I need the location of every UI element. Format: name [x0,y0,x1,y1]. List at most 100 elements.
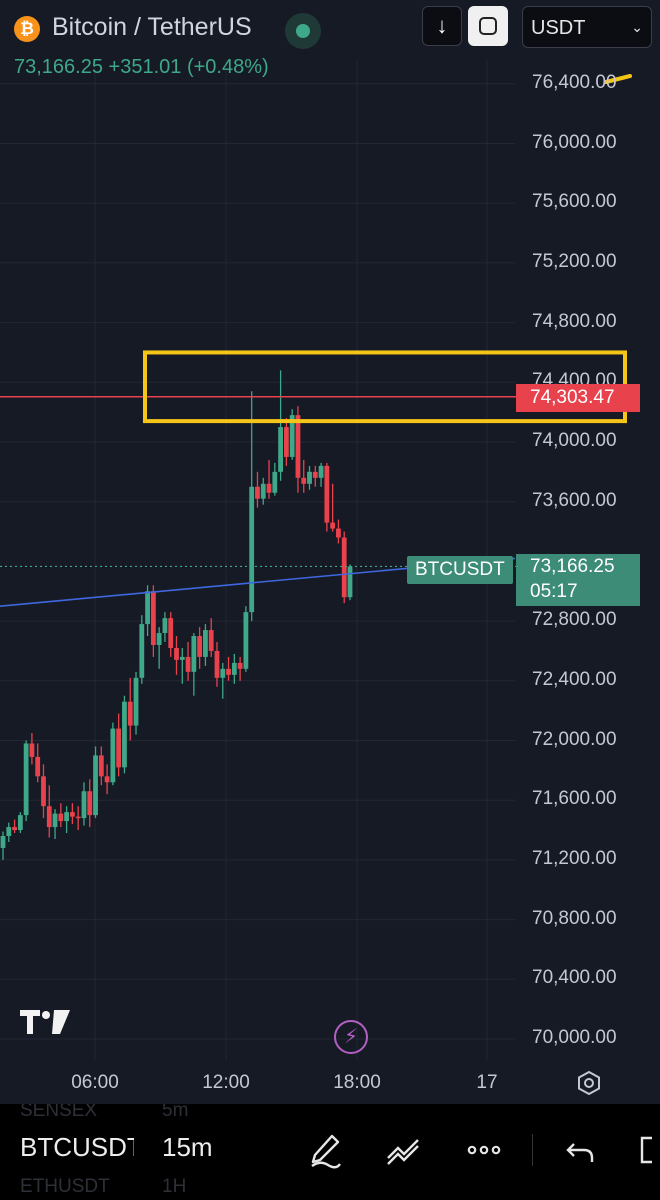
tradingview-logo-icon[interactable] [18,1006,74,1036]
price-summary: 73,166.25 +351.01 (+0.48%) [14,56,269,79]
candle-body [197,636,203,657]
undo-icon[interactable] [562,1130,602,1170]
fullscreen-button[interactable] [468,6,508,46]
candle-body [75,816,81,819]
price-tick-label: 71,200.00 [532,847,617,869]
time-tick-label: 06:00 [71,1072,119,1093]
candle-body [231,662,237,675]
ghost-symbol-top: SENSEX [20,1104,98,1121]
price-tick-label: 70,800.00 [532,907,617,929]
price-tick-label: 73,600.00 [532,489,617,511]
candle-body [145,591,150,625]
candle-body [162,618,168,634]
candle-body [295,415,301,478]
candle-body [272,471,278,493]
yellow-annotation-mark [604,74,632,84]
candle-body [104,776,110,783]
candle-body [318,465,324,478]
candle-body [307,471,312,484]
price-chart[interactable] [0,0,660,1104]
price-tick-label: 72,000.00 [532,728,617,750]
toolbar-divider [532,1134,533,1166]
ghost-interval-top: 5m [162,1104,189,1121]
ghost-interval-bottom: 1H [162,1176,187,1197]
price-change-percent: (+0.48%) [186,56,269,78]
time-tick-label: 12:00 [202,1072,250,1093]
frame-icon [479,17,497,35]
current-price-tag: 73,166.25 05:17 [516,554,640,606]
candle-body [174,647,179,660]
candle-body [168,618,174,648]
candle-body [289,415,295,457]
symbol-title[interactable]: Bitcoin / TetherUS [52,13,252,41]
price-tick-label: 74,000.00 [532,430,617,451]
resistance-price-tag: 74,303.47 [516,384,640,412]
candle-body [226,668,231,675]
candle-body [330,522,336,529]
currency-select[interactable]: USDT ⌄ [522,6,652,48]
bitcoin-icon: ₿ [14,16,40,42]
candle-body [150,591,156,645]
time-tick-label: 18:00 [333,1072,381,1093]
candle-body [179,656,185,660]
price-tick-label: 76,400.00 [532,71,617,93]
candle-body [133,677,139,726]
candle-body [41,776,46,807]
candle-body [52,813,58,828]
current-price-value: 73,166.25 [530,556,615,577]
candle-series [0,370,353,860]
candle-body [237,662,243,669]
chevron-down-icon: ⌄ [631,19,643,35]
candle-body [191,636,197,672]
candle-body [203,630,208,657]
candle-body [29,743,35,757]
candle-body [283,427,289,457]
candle-body [208,630,214,651]
indicators-icon[interactable] [384,1130,424,1170]
interval-picker[interactable]: 15m [162,1132,213,1162]
candle-body [249,486,255,613]
last-price: 73,166.25 [14,56,103,78]
draw-pen-icon[interactable] [306,1130,346,1170]
candle-body [0,836,6,848]
candle-body [220,668,226,678]
time-tick-label: 17 [476,1072,498,1093]
candle-body [278,427,283,472]
fullscreen-corner-icon[interactable] [632,1130,660,1170]
more-options-icon[interactable] [464,1130,504,1170]
candle-body [116,728,122,768]
currency-value: USDT [531,17,586,39]
candle-body [122,701,127,768]
symbol-label-tag: BTCUSDT [407,556,513,584]
symbol-picker[interactable]: BTCUSDT [20,1132,134,1162]
candle-body [312,471,318,478]
bottom-toolbar: SENSEX 5m BTCUSDT 15m ETHUSDT 1H [0,1104,660,1200]
settings-hexagon-icon[interactable] [576,1070,602,1096]
candle-body [17,815,23,831]
candle-body [23,743,29,816]
candle-body [46,806,52,828]
bar-countdown: 05:17 [530,581,578,602]
candle-body [336,528,341,538]
candle-body [6,827,12,837]
candle-body [58,813,64,822]
candle-body [266,483,272,493]
candle-body [127,701,133,726]
download-arrow-button[interactable]: ↓ [422,6,462,46]
price-tick-label: 75,600.00 [532,191,617,213]
candle-body [260,483,266,499]
candle-body [35,756,41,777]
candle-body [139,624,145,678]
price-tick-label: 74,800.00 [532,310,617,332]
price-tick-label: 70,000.00 [532,1027,617,1048]
lightning-icon[interactable]: ⚡ [334,1020,368,1054]
candle-body [81,791,87,819]
price-tick-label: 76,000.00 [532,131,617,153]
candle-body [87,791,93,816]
price-tick-label: 75,200.00 [532,250,617,272]
price-tick-label: 72,800.00 [532,609,617,631]
candle-body [255,486,260,499]
price-tick-label: 72,400.00 [532,668,617,690]
market-open-indicator-icon [285,13,321,49]
